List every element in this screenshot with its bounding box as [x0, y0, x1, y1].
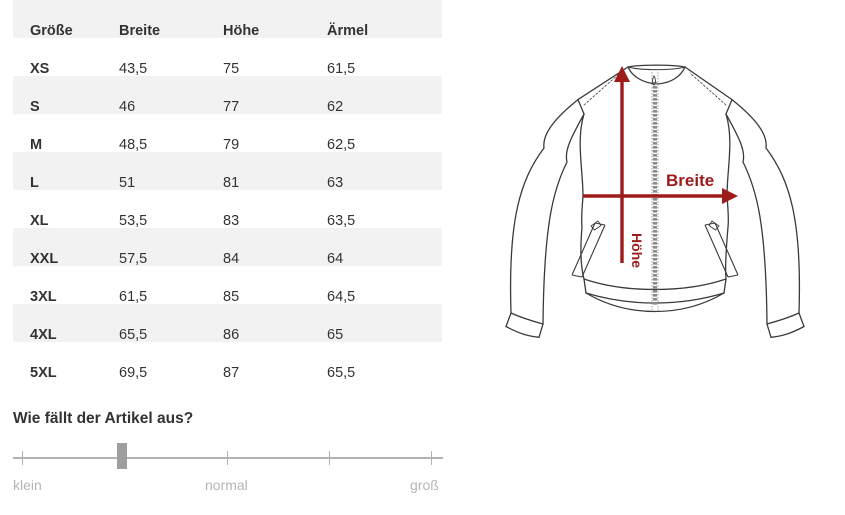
svg-text:Breite: Breite [666, 171, 714, 190]
svg-text:Höhe: Höhe [629, 233, 645, 268]
